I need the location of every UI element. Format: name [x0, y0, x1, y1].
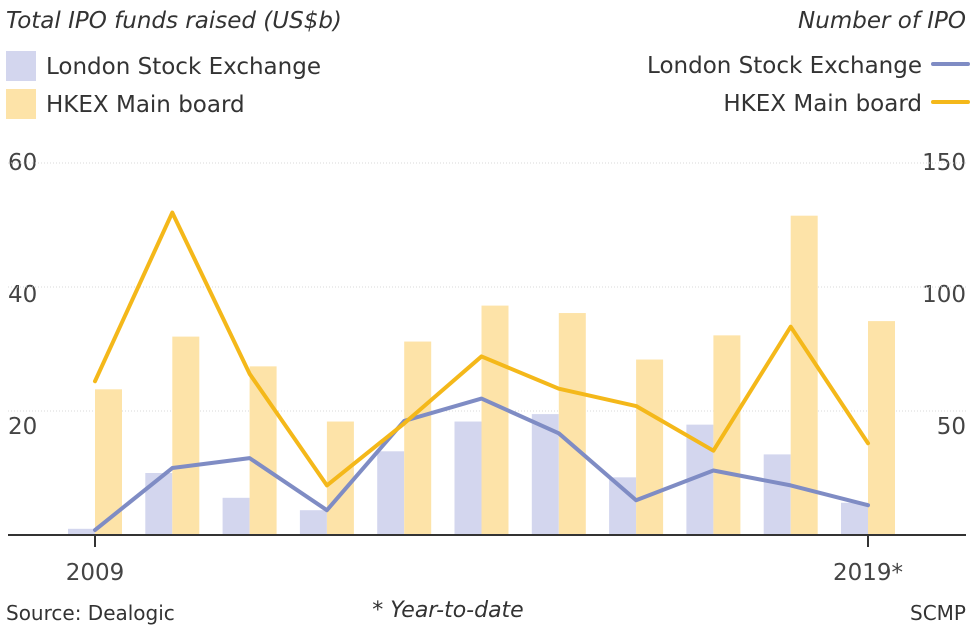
legend-label-hkex-count: HKEX Main board [723, 91, 922, 117]
bar-hkex-2016 [636, 359, 664, 535]
left-tick-40: 40 [8, 282, 37, 308]
bar-hkex-2014 [481, 305, 509, 535]
bar-lse-2018 [763, 454, 791, 535]
right-axis-title: Number of IPO [798, 8, 966, 34]
bar-hkex-2019 [868, 321, 895, 535]
bar-lse-2009 [68, 528, 95, 535]
legend-label-lse-count: London Stock Exchange [647, 53, 922, 79]
right-tick-100: 100 [922, 282, 966, 308]
bar-lse-2019 [841, 502, 868, 535]
bar-hkex-2015 [558, 313, 586, 535]
left-axis-title: Total IPO funds raised (US$b) [6, 8, 342, 34]
line-lse-count [93, 396, 870, 533]
bar-hkex-2017 [713, 335, 741, 535]
left-tick-20: 20 [8, 414, 37, 440]
bar-hkex-2018 [790, 215, 818, 535]
legend-label-lse-funds: London Stock Exchange [46, 54, 321, 80]
bar-lse-2010 [145, 473, 173, 535]
bar-hkex-2013 [404, 341, 432, 535]
ytd-note: * Year-to-date [372, 598, 523, 623]
legend-label-hkex-funds: HKEX Main board [46, 92, 245, 118]
x-label-first: 2009 [66, 560, 125, 586]
bar-lse-2013 [377, 451, 405, 535]
legend-swatch-lse-funds [6, 51, 36, 81]
bar-lse-2011 [222, 497, 250, 535]
line-hkex-count [93, 210, 870, 488]
legend-swatch-hkex-funds [6, 89, 36, 119]
bar-lse-2012 [299, 510, 327, 535]
bar-lse-2015 [531, 414, 559, 535]
bar-series [68, 215, 895, 535]
bar-hkex-2012 [326, 421, 354, 535]
bar-lse-2014 [454, 421, 482, 535]
bar-hkex-2010 [172, 336, 200, 535]
x-label-last: 2019* [833, 560, 903, 586]
line-series [93, 210, 870, 533]
source-note: Source: Dealogic [6, 601, 175, 625]
credit: SCMP [910, 601, 966, 625]
right-tick-50: 50 [937, 414, 966, 440]
